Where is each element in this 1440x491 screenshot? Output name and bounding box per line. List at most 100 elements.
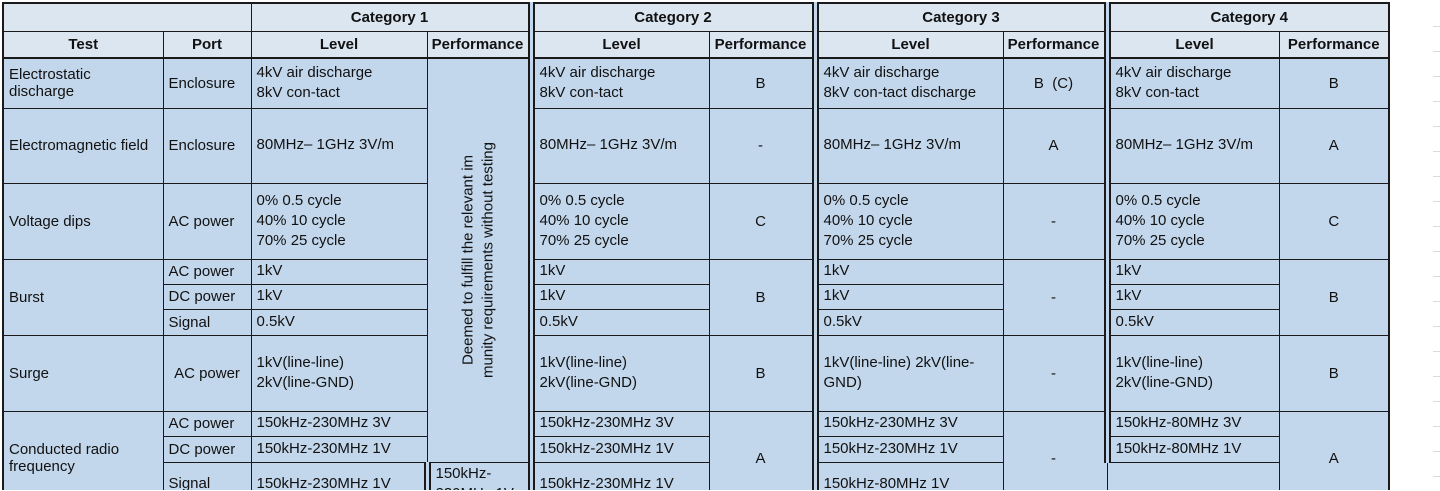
port-cell: AC power [162,182,252,260]
level-cell-c1: 80MHz– 1GHz 3V/m [250,107,428,184]
port-cell: AC power [162,258,252,285]
category-1-header: Category 1 [250,2,532,32]
table-row-em-field: Electromagnetic field Enclosure 80MHz– 1… [2,107,1390,184]
port-cell: AC power [162,410,252,437]
level-cell-c3: 150kHz-230MHz 1V [527,461,710,491]
port-cell: DC power [162,283,252,310]
level-cell-c3: 4kV air discharge 8kV con-tact discharge [811,57,1004,109]
level-cell-c2: 1kV [527,283,710,310]
level-cell-c2: 150kHz-230MHz 3V [527,410,710,437]
level-cell-c1: 1kV [250,258,428,285]
level-cell-c2: 1kV(line-line) 2kV(line-GND) [527,334,710,412]
c4-level-header: Level [1103,30,1280,59]
level-cell-c4: 150kHz-80MHz 1V [1103,435,1280,463]
category-header-row: Category 1 Category 2 Category 3 Categor… [2,2,1390,32]
corner-cell [2,2,252,32]
level-cell-c1: 0% 0.5 cycle 40% 10 cycle 70% 25 cycle [250,182,428,260]
level-cell-c3: 0.5kV [811,308,1004,336]
level-cell-c2: 0.5kV [527,308,710,336]
table-row-voltage-dips: Voltage dips AC power 0% 0.5 cycle 40% 1… [2,182,1390,260]
test-cell: Voltage dips [2,182,164,260]
port-column-header: Port [162,30,252,59]
table-row-burst-dc: DC power 1kV 1kV 1kV 1kV [3,283,1389,310]
table-row-burst-signal: Signal 0.5kV 0.5kV 0.5kV 0.5kV [3,308,1389,336]
level-cell-c4: 0.5kV [1103,308,1280,336]
level-cell-c4: 1kV(line-line) 2kV(line-GND) [1103,334,1280,412]
performance-cell-c3: - [1002,182,1108,260]
performance-cell-c4: B [1278,258,1390,336]
category-4-header: Category 4 [1103,2,1390,32]
performance-cell-c2: - [708,107,816,184]
performance-cell-c4: C [1278,182,1390,260]
level-cell-c1: 4kV air discharge 8kV con-tact [250,57,428,109]
port-cell: Signal [162,461,252,491]
level-cell-c3: 80MHz– 1GHz 3V/m [811,107,1004,184]
level-cell-c4: 150kHz-80MHz 3V [1103,410,1280,437]
level-cell-c1: 1kV [250,283,428,310]
test-cell: Surge [2,334,164,412]
table-row-burst-ac: Burst AC power 1kV 1kV B 1kV - 1kV B [2,258,1390,336]
table-row-crf-ac: Conducted radio frequency AC power 150kH… [2,410,1390,491]
c3-level-header: Level [811,30,1004,59]
performance-cell-c2: A [708,410,816,491]
performance-cell-c2: B [708,334,816,412]
level-cell-c3: 1kV [811,283,1004,310]
c4-performance-header: Performance [1278,30,1390,59]
test-cell: Burst [2,258,164,336]
port-cell: Enclosure [162,57,252,109]
performance-cell-c3: A [1002,107,1108,184]
c1-level-header: Level [250,30,428,59]
table-row-crf-dc: DC power 150kHz-230MHz 1V 150kHz-230MHz … [3,435,1389,463]
level-cell-c4: 150kHz-80MHz 1V [811,461,1004,491]
c2-level-header: Level [527,30,710,59]
c2-performance-header: Performance [708,30,816,59]
level-cell-c1: 1kV(line-line) 2kV(line-GND) [250,334,428,412]
level-cell-c3: 150kHz-230MHz 1V [811,435,1004,463]
level-cell-c3: 150kHz-230MHz 3V [811,410,1004,437]
level-cell-c2: 4kV air discharge 8kV con-tact [527,57,710,109]
level-cell-c4: 0% 0.5 cycle 40% 10 cycle 70% 25 cycle [1103,182,1280,260]
spreadsheet-margin-gridlines [1433,2,1440,491]
performance-cell-c4: B [1278,57,1390,109]
port-cell: DC power [162,435,252,463]
level-cell-c4: 1kV [1103,258,1280,285]
port-cell: Enclosure [162,107,252,184]
level-cell-c1: 150kHz-230MHz 3V [250,410,428,437]
c3-performance-header: Performance [1002,30,1108,59]
category1-note-cell: Deemed to fulfill the relevant im munity… [426,57,532,463]
port-cell: Signal [162,308,252,336]
test-cell: Conducted radio frequency [2,410,164,491]
category-2-header: Category 2 [527,2,816,32]
level-cell-c3: 0% 0.5 cycle 40% 10 cycle 70% 25 cycle [811,182,1004,260]
test-cell: Electrostatic discharge [2,57,164,109]
level-cell-c2: 150kHz-230MHz 1V [527,435,710,463]
c1-performance-header: Performance [426,30,532,59]
level-cell-c4: 80MHz– 1GHz 3V/m [1103,107,1280,184]
level-cell-c3: 1kV(line-line) 2kV(line-GND) [811,334,1004,412]
performance-cell-c3: B (C) [1002,57,1108,109]
level-cell-c2: 0% 0.5 cycle 40% 10 cycle 70% 25 cycle [527,182,710,260]
performance-cell-c2: B [708,57,816,109]
category-3-header: Category 3 [811,2,1108,32]
level-cell-c2: 1kV [527,258,710,285]
level-cell-c3: 1kV [811,258,1004,285]
category1-note-line2: munity requirements without testing [478,142,496,379]
performance-cell-c3: - [1002,410,1108,491]
level-cell-c1: 0.5kV [250,308,428,336]
test-column-header: Test [2,30,164,59]
performance-cell-c4: B [1278,334,1390,412]
category1-note-line1: Deemed to fulfill the relevant im [459,155,476,366]
table-row-esd: Electrostatic discharge Enclosure 4kV ai… [2,57,1390,463]
port-cell: AC power [162,334,252,412]
performance-cell-c3: - [1002,258,1108,336]
table-row-crf-signal: Signal 150kHz-230MHz 1V 150kHz-230MHz 1V… [3,461,1389,491]
test-cell: Electromagnetic field [2,107,164,184]
performance-cell-c2: B [708,258,816,336]
performance-cell-c4: A [1278,410,1390,491]
performance-cell-c4: A [1278,107,1390,184]
level-cell-c2: 150kHz-230MHz 1V [423,461,532,491]
level-cell-c1: 150kHz-230MHz 1V [250,461,428,491]
performance-cell-c3: - [1002,334,1108,412]
emc-immunity-table: Category 1 Category 2 Category 3 Categor… [2,2,1390,491]
performance-cell-c2: C [708,182,816,260]
